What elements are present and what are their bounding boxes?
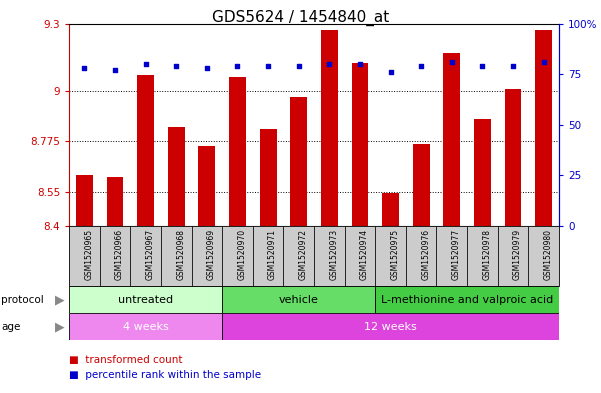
Bar xyxy=(413,144,430,226)
Text: GSM1520968: GSM1520968 xyxy=(176,229,185,280)
Point xyxy=(447,59,457,65)
Point xyxy=(355,61,365,67)
Bar xyxy=(344,226,375,286)
Text: GSM1520974: GSM1520974 xyxy=(360,229,369,280)
Bar xyxy=(284,226,314,286)
Point xyxy=(141,61,150,67)
Text: GSM1520965: GSM1520965 xyxy=(84,229,93,280)
Bar xyxy=(161,226,192,286)
Text: untreated: untreated xyxy=(118,295,173,305)
Bar xyxy=(375,286,559,313)
Text: GSM1520967: GSM1520967 xyxy=(145,229,154,280)
Text: GSM1520971: GSM1520971 xyxy=(268,229,277,280)
Text: vehicle: vehicle xyxy=(279,295,319,305)
Bar xyxy=(535,30,552,226)
Bar xyxy=(130,226,161,286)
Bar xyxy=(76,175,93,226)
Bar xyxy=(290,97,307,226)
Bar xyxy=(137,75,154,226)
Text: GSM1520976: GSM1520976 xyxy=(421,229,430,280)
Text: 4 weeks: 4 weeks xyxy=(123,321,168,332)
Bar xyxy=(382,193,399,226)
Text: GSM1520966: GSM1520966 xyxy=(115,229,124,280)
Bar xyxy=(436,226,467,286)
Bar xyxy=(321,30,338,226)
Bar xyxy=(229,77,246,226)
Bar xyxy=(474,119,491,226)
Text: GSM1520973: GSM1520973 xyxy=(329,229,338,280)
Text: GSM1520980: GSM1520980 xyxy=(544,229,553,280)
Point xyxy=(416,63,426,69)
Text: protocol: protocol xyxy=(1,295,44,305)
Point xyxy=(202,65,212,71)
Point xyxy=(294,63,304,69)
Point xyxy=(386,69,395,75)
Text: ■  percentile rank within the sample: ■ percentile rank within the sample xyxy=(69,370,261,380)
Bar xyxy=(198,146,215,226)
Text: GSM1520972: GSM1520972 xyxy=(299,229,308,280)
Point xyxy=(171,63,181,69)
Bar xyxy=(222,313,559,340)
Text: 12 weeks: 12 weeks xyxy=(364,321,417,332)
Bar xyxy=(100,226,130,286)
Bar xyxy=(69,313,222,340)
Text: age: age xyxy=(1,321,20,332)
Bar xyxy=(498,226,528,286)
Text: GSM1520978: GSM1520978 xyxy=(483,229,492,280)
Text: GDS5624 / 1454840_at: GDS5624 / 1454840_at xyxy=(212,10,389,26)
Bar xyxy=(528,226,559,286)
Bar xyxy=(314,226,344,286)
Bar xyxy=(253,226,284,286)
Text: GSM1520975: GSM1520975 xyxy=(391,229,400,280)
Text: ▶: ▶ xyxy=(55,320,64,333)
Bar xyxy=(69,226,100,286)
Text: GSM1520977: GSM1520977 xyxy=(452,229,461,280)
Point xyxy=(478,63,487,69)
Bar xyxy=(467,226,498,286)
Bar xyxy=(168,127,185,226)
Bar xyxy=(375,226,406,286)
Point xyxy=(110,67,120,73)
Bar xyxy=(222,226,253,286)
Bar xyxy=(444,53,460,226)
Point xyxy=(508,63,518,69)
Bar xyxy=(192,226,222,286)
Point xyxy=(79,65,89,71)
Bar xyxy=(222,286,375,313)
Bar xyxy=(406,226,436,286)
Point xyxy=(233,63,242,69)
Text: GSM1520970: GSM1520970 xyxy=(237,229,246,280)
Text: GSM1520969: GSM1520969 xyxy=(207,229,216,280)
Point xyxy=(263,63,273,69)
Bar xyxy=(352,63,368,226)
Text: L-methionine and valproic acid: L-methionine and valproic acid xyxy=(381,295,553,305)
Bar xyxy=(260,129,276,226)
Point xyxy=(539,59,549,65)
Bar xyxy=(505,89,522,226)
Text: GSM1520979: GSM1520979 xyxy=(513,229,522,280)
Bar xyxy=(106,177,123,226)
Bar xyxy=(69,286,222,313)
Text: ■  transformed count: ■ transformed count xyxy=(69,354,183,365)
Point xyxy=(325,61,334,67)
Text: ▶: ▶ xyxy=(55,293,64,307)
